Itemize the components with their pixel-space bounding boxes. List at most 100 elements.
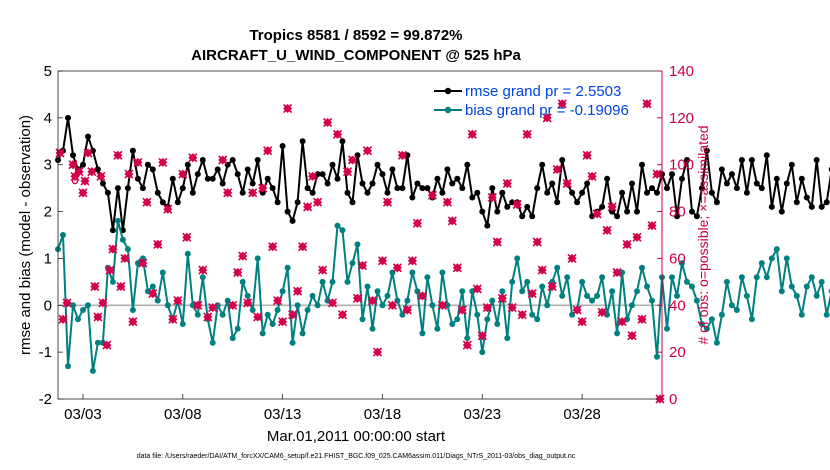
- bias-point: [424, 274, 431, 281]
- obs-assimilated-marker: [148, 289, 158, 299]
- rmse-point: [813, 157, 820, 163]
- obs-assimilated-marker: [233, 267, 243, 278]
- obs-assimilated-marker: [158, 157, 168, 167]
- rmse-point: [144, 161, 151, 168]
- rmse-point: [723, 180, 730, 187]
- rmse-point: [204, 175, 211, 182]
- bias-point: [274, 307, 281, 313]
- obs-assimilated-marker: [208, 303, 218, 313]
- rmse-point: [664, 185, 670, 192]
- rmse-point: [753, 180, 760, 187]
- rmse-point: [459, 185, 466, 192]
- obs-assimilated-marker: [198, 265, 208, 275]
- rmse-point: [489, 185, 496, 192]
- bias-point: [718, 311, 725, 318]
- rmse-point: [94, 166, 101, 173]
- y2-axis-label: # of obs: o=possible; ×=assimilated: [695, 125, 711, 344]
- rmse-point: [559, 157, 566, 163]
- rmse-point: [634, 208, 640, 215]
- rmse-point: [99, 180, 106, 187]
- bias-point: [129, 307, 136, 313]
- bias-point: [733, 307, 740, 313]
- bias-point: [159, 269, 166, 276]
- y2-tick-label: 100: [669, 157, 694, 174]
- bias-point: [758, 260, 765, 267]
- rmse-point: [449, 180, 456, 187]
- obs-assimilated-marker: [642, 99, 652, 109]
- obs-assimilated-marker: [387, 300, 397, 310]
- obs-assimilated-marker: [612, 267, 622, 278]
- obs-assimilated-marker: [407, 256, 417, 266]
- rmse-point: [689, 208, 695, 215]
- plot-area: [58, 71, 662, 399]
- obs-possible-marker: [71, 177, 79, 185]
- obs-assimilated-marker: [537, 265, 547, 275]
- rmse-point: [783, 180, 790, 187]
- y2-tick-label: 140: [669, 63, 694, 80]
- rmse-point: [604, 175, 611, 182]
- rmse-point: [554, 199, 561, 206]
- bias-point: [504, 335, 511, 342]
- bias-point: [89, 367, 96, 374]
- bias-point: [669, 274, 675, 281]
- rmse-point: [319, 171, 326, 178]
- rmse-point: [344, 189, 351, 196]
- bias-point: [139, 255, 146, 262]
- obs-assimilated-marker: [102, 340, 112, 350]
- bias-point: [823, 311, 830, 318]
- bias-point: [509, 278, 516, 285]
- x-tick-label: 03/13: [264, 406, 302, 423]
- bias-point: [75, 316, 81, 323]
- rmse-point: [674, 213, 680, 220]
- rmse-point: [519, 213, 526, 220]
- rmse-point: [339, 138, 346, 145]
- obs-assimilated-marker: [592, 209, 602, 219]
- rmse-point: [708, 189, 715, 196]
- y-tick-label: 1: [44, 250, 52, 267]
- rmse-point: [174, 199, 181, 206]
- obs-assimilated-marker: [142, 197, 152, 207]
- y2-tick-label: 60: [669, 250, 686, 267]
- obs-assimilated-marker: [522, 129, 532, 139]
- obs-assimilated-marker: [572, 305, 582, 315]
- obs-assimilated-marker: [357, 260, 368, 271]
- bias-point: [284, 264, 291, 271]
- bias-point: [629, 302, 635, 309]
- bias-point: [644, 283, 650, 290]
- obs-assimilated-marker: [96, 171, 106, 181]
- bias-point: [234, 325, 241, 332]
- rmse-point: [529, 213, 536, 220]
- obs-assimilated-marker: [55, 148, 65, 158]
- rmse-point: [359, 180, 366, 187]
- rmse-point: [474, 189, 481, 196]
- bias-point: [429, 302, 436, 309]
- rmse-point: [414, 180, 421, 187]
- obs-assimilated-marker: [124, 169, 134, 179]
- rmse-point: [129, 147, 136, 154]
- obs-assimilated-marker: [347, 155, 358, 165]
- obs-assimilated-marker: [487, 192, 497, 203]
- y-tick-label: 2: [44, 204, 52, 221]
- rmse-point: [793, 199, 800, 206]
- bias-point: [614, 330, 621, 337]
- bias-point: [654, 353, 660, 360]
- obs-assimilated-marker: [452, 263, 462, 273]
- legend-rmse-marker: [444, 87, 452, 95]
- bias-point: [808, 274, 815, 281]
- bias-point: [589, 297, 596, 304]
- bias-point: [304, 307, 311, 313]
- rmse-point: [728, 171, 735, 178]
- obs-assimilated-marker: [327, 298, 338, 308]
- bias-point: [564, 274, 571, 281]
- rmse-point: [738, 157, 745, 163]
- rmse-point: [294, 199, 301, 206]
- bias-point: [723, 278, 730, 285]
- rmse-point: [284, 208, 291, 215]
- bias-point: [594, 292, 601, 299]
- bias-point: [703, 325, 710, 332]
- obs-assimilated-marker: [622, 239, 632, 249]
- obs-assimilated-marker: [582, 150, 592, 160]
- rmse-point: [169, 175, 176, 182]
- rmse-point: [70, 152, 76, 159]
- rmse-point: [149, 166, 156, 173]
